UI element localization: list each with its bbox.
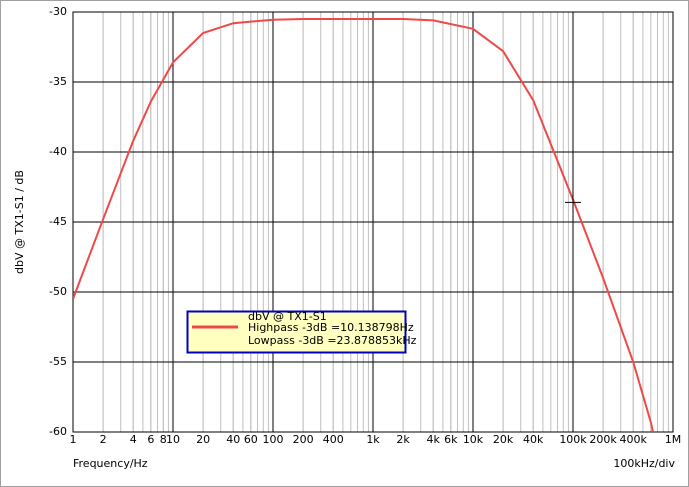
x-tick-label: 6k (444, 433, 458, 446)
x-tick-label: 200k (589, 433, 617, 446)
legend-line: Lowpass -3dB =23.878853kHz (248, 334, 417, 347)
y-tick-label: -40 (49, 145, 67, 158)
x-tick-label: 20 (196, 433, 210, 446)
x-tick-label: 100k (559, 433, 587, 446)
x-tick-label: 400k (620, 433, 648, 446)
y-tick-label: -35 (49, 75, 67, 88)
y-tick-label: -60 (49, 425, 67, 438)
y-tick-label: -50 (49, 285, 67, 298)
x-tick-label: 100 (263, 433, 284, 446)
cursor (565, 194, 581, 211)
x-tick-label: 400 (323, 433, 344, 446)
y-tick-label: -55 (49, 355, 67, 368)
x-tick-label: 2k (396, 433, 410, 446)
x-tick-label: 200 (293, 433, 314, 446)
x-tick-label: 4 (130, 433, 137, 446)
grid: 1 2 4 6 8 10 20 40 60 100 200 400 1k 2k 4k 6k 10k 20k 40k 1… (49, 5, 681, 446)
x-tick-label: 6 (147, 433, 154, 446)
x-tick-label: 60 (244, 433, 258, 446)
x-tick-label: 1M (665, 433, 682, 446)
plot-border (72, 11, 674, 433)
x-tick-label: 2 (100, 433, 107, 446)
y-axis-label: dbV @ TX1-S1 / dB (13, 170, 26, 274)
x-tick-label: 10k (463, 433, 484, 446)
legend-title: dbV @ TX1-S1 (248, 310, 327, 323)
x-tick-label: 1k (366, 433, 380, 446)
x-tick-label: 1 (70, 433, 77, 446)
x-tick-label: 4k (427, 433, 441, 446)
x-division: 100kHz/div (613, 457, 675, 470)
x-tick-label: 40k (523, 433, 544, 446)
plot (73, 18, 654, 432)
x-tick-label: 20k (493, 433, 514, 446)
legend: dbV @ TX1-S1 Highpass -3dB =10.138798Hz … (186, 310, 417, 354)
y-tick-label: -30 (49, 5, 67, 18)
series-line (73, 18, 654, 432)
x-axis-label: Frequency/Hz (73, 457, 148, 470)
x-tick-label: 8 (160, 433, 167, 446)
legend-line: Highpass -3dB =10.138798Hz (248, 321, 414, 334)
x-tick-label: 10 (166, 433, 180, 446)
legend-box (186, 310, 407, 354)
x-tick-label: 40 (226, 433, 240, 446)
y-tick-label: -45 (49, 215, 67, 228)
